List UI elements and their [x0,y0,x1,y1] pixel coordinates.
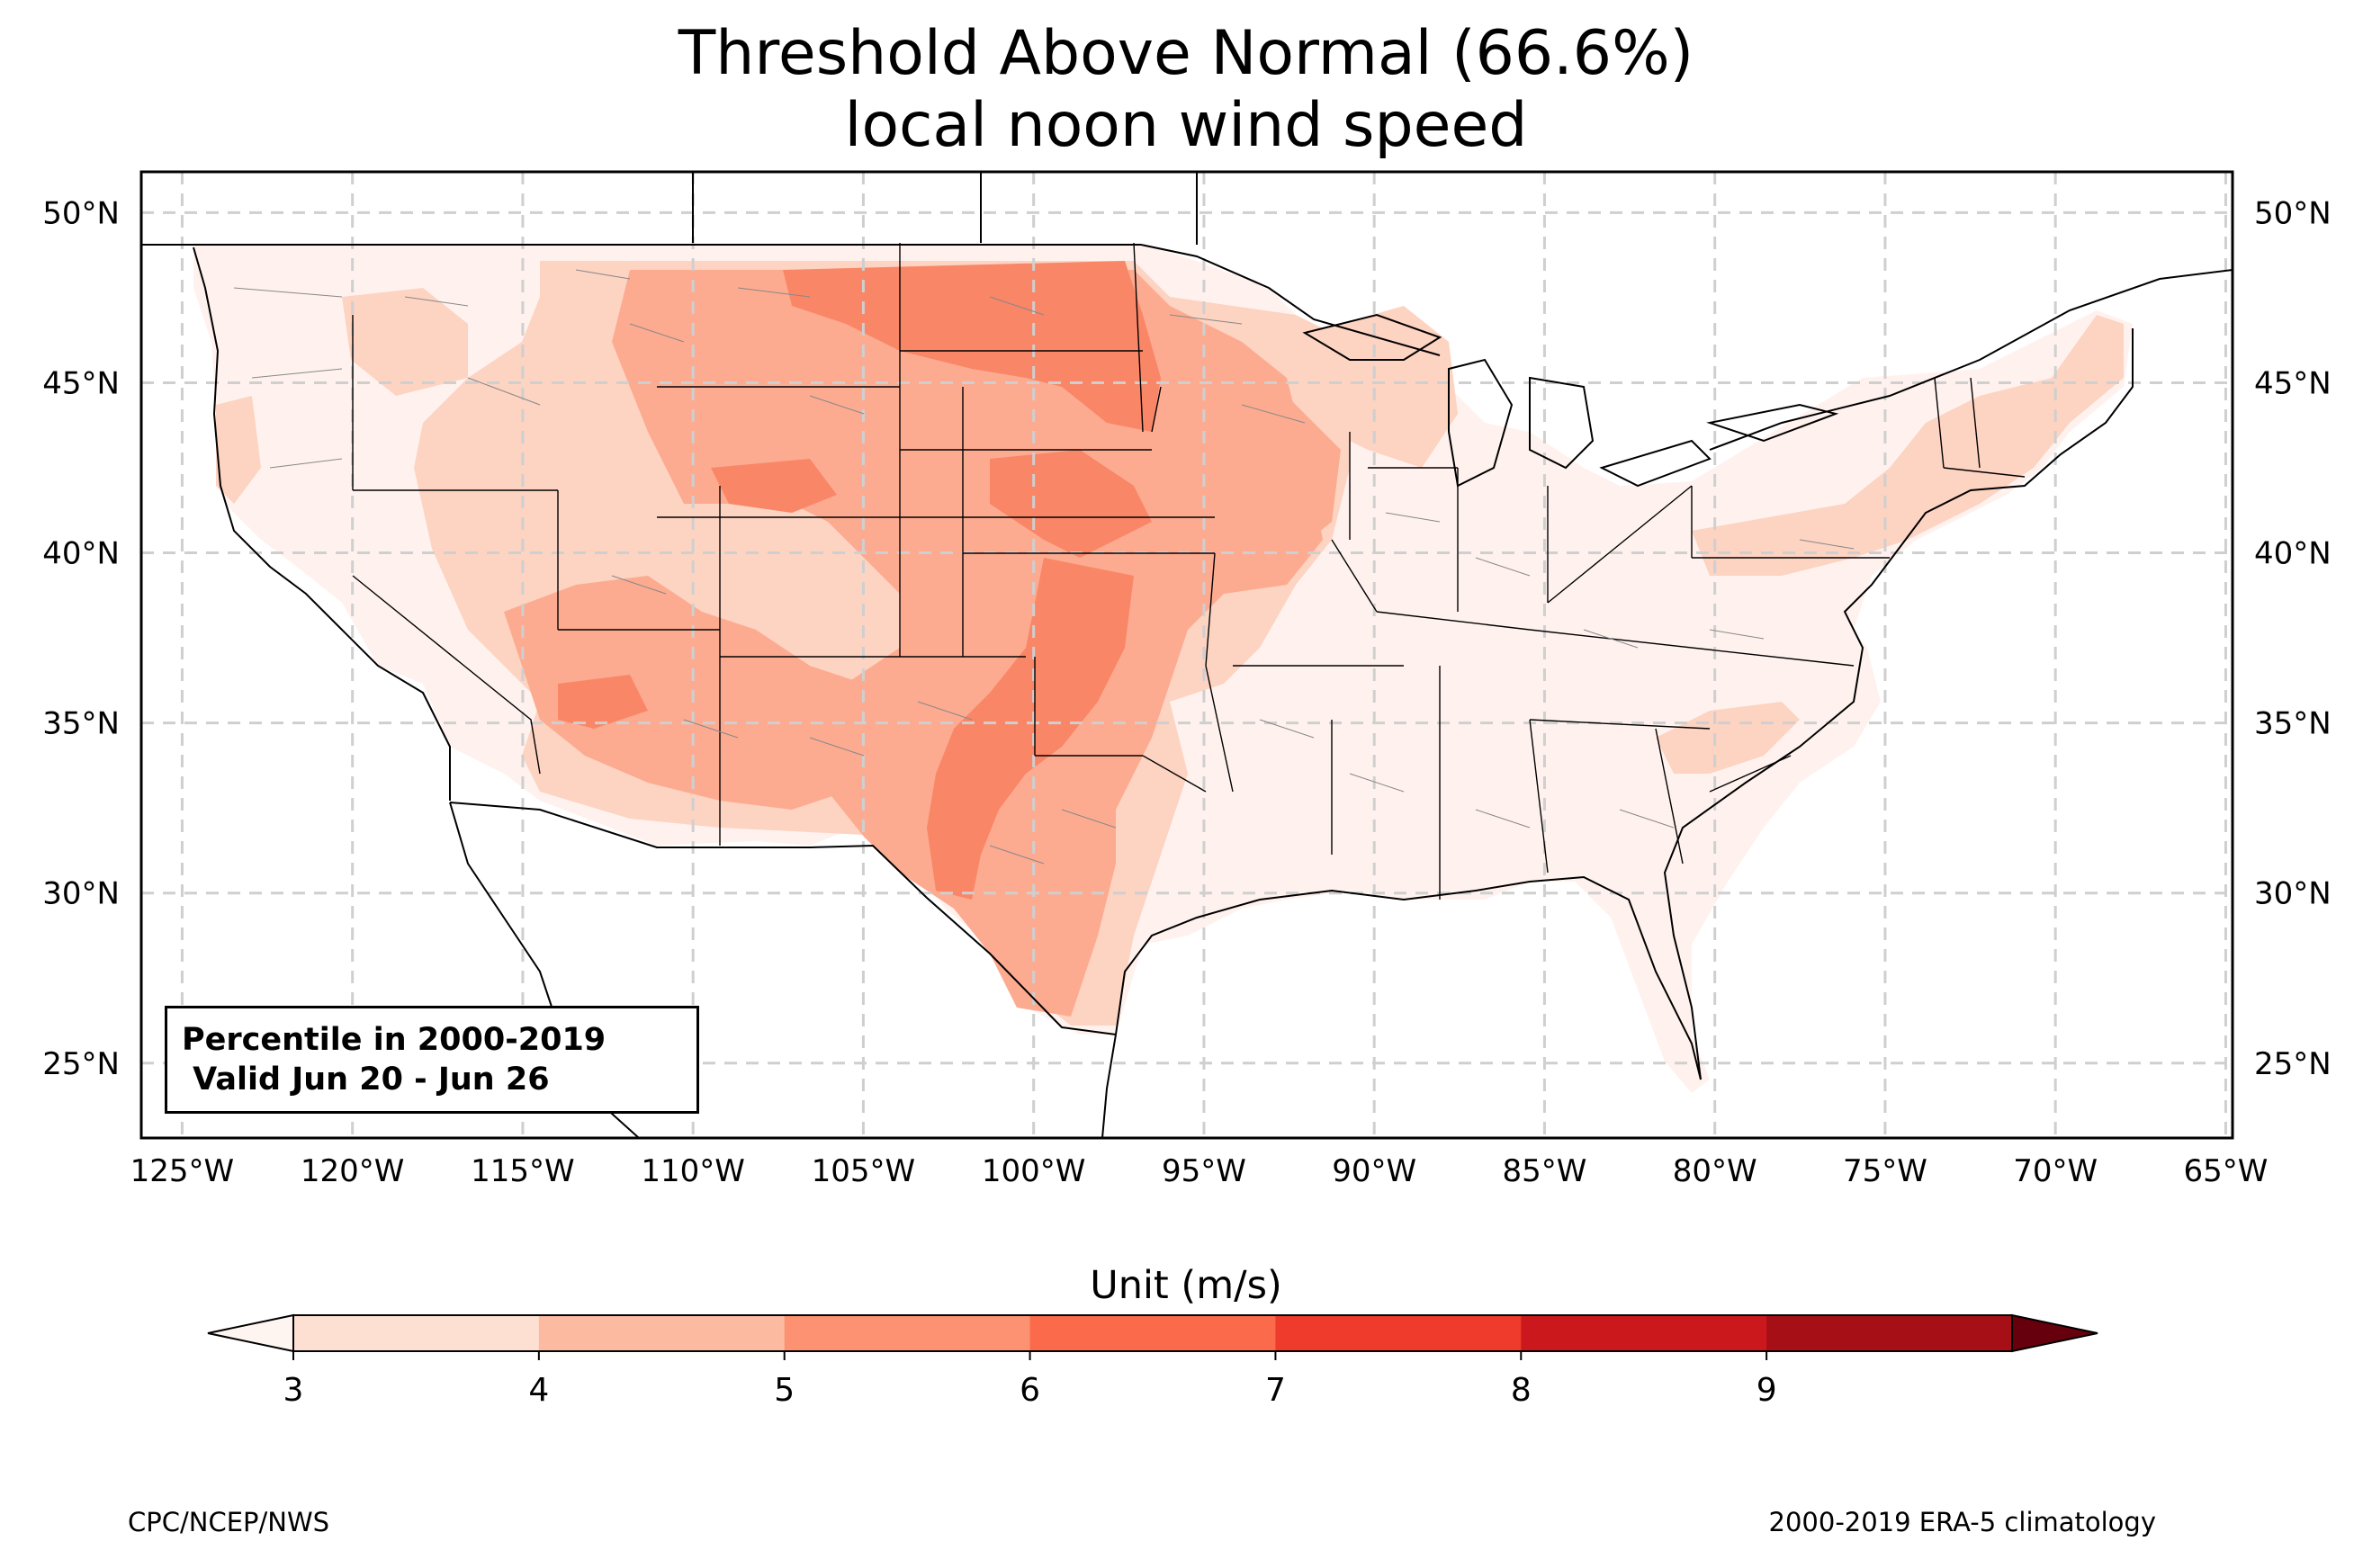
lon-tick-label: 90°W [1332,1153,1416,1189]
level6-region-southplains [927,558,1134,900]
lon-tick-label: 110°W [641,1153,745,1189]
lat-tick-label-right: 40°N [2254,536,2332,572]
colorbar-segment [293,1315,540,1351]
lat-tick-label-right: 45°N [2254,365,2332,401]
level4-region-carolina [1656,702,1800,774]
state-lines [352,242,2026,900]
lon-tick-label: 105°W [812,1153,916,1189]
level6-region-wy [711,459,837,513]
lat-tick-label-right: 50°N [2254,195,2332,231]
colorbar-under-extension [207,1313,294,1353]
latitude-tick-labels-right: 50°N 45°N 40°N 35°N 30°N 25°N [2254,195,2332,1081]
colorbar-segment [1275,1315,1522,1351]
level6-region-dakotas [783,261,1161,432]
title-line-1: Threshold Above Normal (66.6%) [678,18,1694,89]
wind-speed-shading [193,243,2133,1093]
lon-tick-label: 100°W [982,1153,1086,1189]
colorbar-tick-label: 3 [283,1372,304,1409]
us-mexico-border [449,802,1117,1035]
lat-tick-label-left: 35°N [42,706,120,742]
level5-region-plains [612,270,1323,1017]
colorbar-segment [1029,1315,1276,1351]
lon-tick-label: 80°W [1673,1153,1757,1189]
lon-tick-label: 75°W [1843,1153,1927,1189]
colorbar-tick-label: 5 [774,1372,795,1409]
colorbar-title: Unit (m/s) [1090,1263,1282,1308]
info-box-line-1: Percentile in 2000-2019 [182,1022,606,1058]
lat-tick-label-left: 25°N [42,1046,120,1082]
chart-title: Threshold Above Normal (66.6%) local noo… [0,18,2372,162]
longitude-tick-labels: 125°W 120°W 115°W 110°W 105°W 100°W 95°W 90°W 85… [130,1153,2269,1189]
lon-tick-label: 70°W [2013,1153,2098,1189]
colorbar [207,1313,2098,1360]
lat-tick-label-right: 25°N [2254,1046,2332,1082]
info-box-line-2: Valid Jun 20 - Jun 26 [182,1062,550,1098]
colorbar-over-extension [2011,1313,2098,1353]
lat-tick-label-left: 30°N [42,876,120,912]
colorbar-segment [1766,1315,2013,1351]
percentile-info-box: Percentile in 2000-2019 Valid Jun 20 - J… [165,1006,699,1114]
climate-division-lines [233,269,1855,865]
level4-region-ne [1692,315,2124,576]
canada-outline [692,172,2233,451]
colorbar-tick-label: 9 [1756,1372,1777,1409]
lon-tick-label: 120°W [301,1153,405,1189]
lon-tick-label: 125°W [130,1153,235,1189]
colorbar-tick-label: 4 [528,1372,550,1409]
level4-region-mi [1278,306,1458,468]
lon-tick-label: 115°W [471,1153,575,1189]
lat-tick-label-right: 35°N [2254,706,2332,742]
footer-source: CPC/NCEP/NWS [128,1507,330,1537]
colorbar-tick-label: 6 [1020,1372,1041,1409]
title-line-2: local noon wind speed [844,90,1528,161]
map-frame [139,170,2234,1140]
lon-tick-label: 95°W [1162,1153,1246,1189]
level4-region-ca [216,396,261,504]
lon-tick-label: 65°W [2183,1153,2268,1189]
colorbar-tick-label: 7 [1264,1372,1286,1409]
lat-tick-label-left: 50°N [42,195,120,231]
colorbar-segment [784,1315,1031,1351]
atlantic-coastline [1663,328,2134,1080]
latitude-tick-labels-left: 50°N 45°N 40°N 35°N 30°N 25°N [42,195,120,1081]
footer-climatology: 2000-2019 ERA-5 climatology [1768,1507,2156,1537]
colorbar-segment [1521,1315,1767,1351]
level6-region-nv [558,675,648,729]
lat-tick-label-right: 30°N [2254,876,2332,912]
colorbar-tick-label: 8 [1510,1372,1532,1409]
colorbar-frame [292,1314,2013,1352]
level6-region-ks [990,450,1152,558]
lon-tick-label: 85°W [1502,1153,1586,1189]
lat-tick-label-left: 40°N [42,536,120,572]
colorbar-segment [538,1315,786,1351]
lat-tick-label-left: 45°N [42,365,120,401]
great-lakes [1302,313,1839,488]
pacific-coastline [193,246,451,801]
level4-region-west [342,288,468,396]
